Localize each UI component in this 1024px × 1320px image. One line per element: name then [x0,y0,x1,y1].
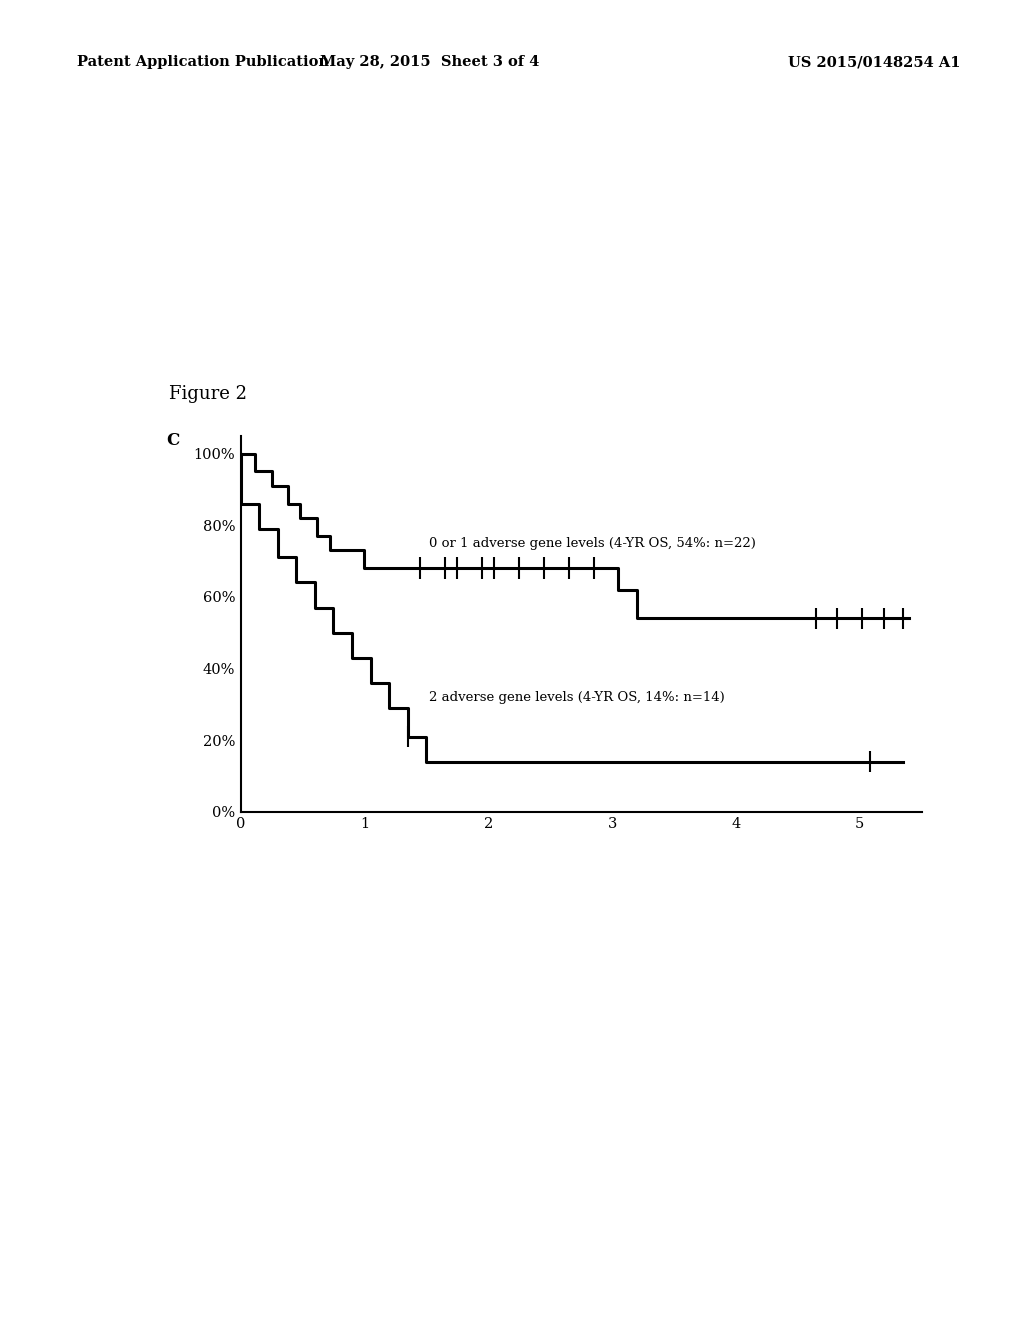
Text: 2 adverse gene levels (4-YR OS, 14%: n=14): 2 adverse gene levels (4-YR OS, 14%: n=1… [429,690,725,704]
Text: May 28, 2015  Sheet 3 of 4: May 28, 2015 Sheet 3 of 4 [321,55,540,70]
Text: Patent Application Publication: Patent Application Publication [77,55,329,70]
Text: 0 or 1 adverse gene levels (4-YR OS, 54%: n=22): 0 or 1 adverse gene levels (4-YR OS, 54%… [429,537,756,549]
Text: C: C [166,432,179,449]
Text: US 2015/0148254 A1: US 2015/0148254 A1 [788,55,961,70]
Text: Figure 2: Figure 2 [169,384,247,403]
